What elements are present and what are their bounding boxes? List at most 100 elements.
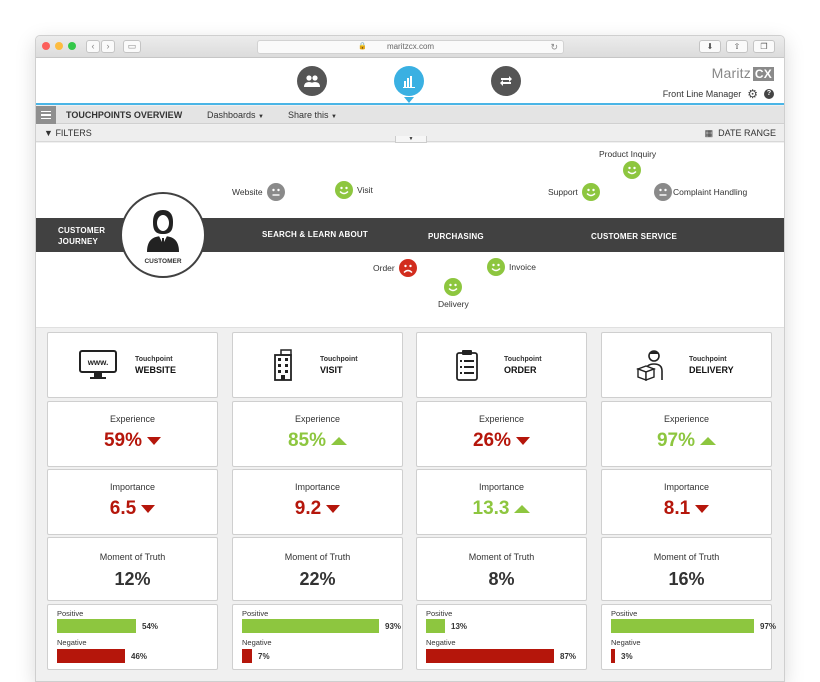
- brand-name: Maritz: [711, 65, 751, 81]
- positive-value: 97%: [760, 622, 777, 631]
- experience-value-row: 59%: [48, 430, 217, 452]
- touchpoint-header-card[interactable]: Touchpoint DELIVERY: [601, 332, 772, 398]
- forward-button[interactable]: ›: [101, 40, 115, 53]
- reload-icon[interactable]: ↻: [550, 42, 558, 52]
- touchpoint-caption: Touchpoint: [135, 356, 173, 363]
- user-area: Front Line Manager ⚙ ?: [663, 87, 774, 101]
- experience-label: Experience: [663, 414, 710, 424]
- bar-chart-icon[interactable]: [394, 66, 424, 103]
- user-role[interactable]: Front Line Manager: [662, 89, 742, 99]
- share-dropdown[interactable]: Share this ▼: [288, 110, 337, 120]
- positive-label: Positive: [426, 609, 453, 618]
- happy-face-icon: [623, 161, 642, 179]
- touchpoint-label: Complaint Handling: [673, 187, 748, 197]
- sentiment-card: Positive 13% Negative 87%: [416, 604, 587, 670]
- touchpoint-header-card[interactable]: www. Touchpoint WEBSITE: [47, 332, 218, 398]
- journey-title-line-1: CUSTOMER: [58, 226, 106, 235]
- collapse-handle[interactable]: ▼: [395, 136, 427, 143]
- negative-bar: [611, 649, 615, 663]
- date-range-label: DATE RANGE: [718, 128, 776, 138]
- window-controls: [42, 42, 76, 50]
- share-button[interactable]: ⇧: [726, 40, 748, 53]
- stage-customer-service[interactable]: CUSTOMER SERVICE: [591, 232, 678, 241]
- negative-bar: [426, 649, 554, 663]
- repeat-icon[interactable]: [491, 66, 521, 96]
- experience-label: Experience: [294, 414, 341, 424]
- experience-label: Experience: [478, 414, 525, 424]
- browser-toolbar: ‹ › ▭ 🔒 maritzcx.com ↻ ⬇ ⇧ ❐: [36, 36, 784, 58]
- touchpoint-header-card[interactable]: Touchpoint ORDER: [416, 332, 587, 398]
- people-icon[interactable]: [297, 66, 327, 96]
- dashboards-label: Dashboards: [207, 110, 256, 120]
- moment-of-truth-card: Moment of Truth 22%: [232, 537, 403, 601]
- touchpoint-website[interactable]: Website: [232, 183, 285, 201]
- touchpoint-visit[interactable]: Visit: [335, 181, 373, 199]
- moment-of-truth-card: Moment of Truth 12%: [47, 537, 218, 601]
- sentiment-card: Positive 97% Negative 3%: [601, 604, 776, 670]
- moment-label: Moment of Truth: [468, 552, 535, 562]
- touchpoint-invoice[interactable]: Invoice: [487, 258, 536, 276]
- address-bar[interactable]: 🔒 maritzcx.com ↻: [257, 40, 564, 54]
- date-range-button[interactable]: ▦ DATE RANGE: [705, 128, 776, 139]
- customer-avatar: CUSTOMER: [120, 192, 206, 278]
- filters-button[interactable]: ▼ FILTERS: [44, 128, 92, 138]
- happy-face-icon: [444, 278, 463, 296]
- happy-face-icon: [581, 183, 600, 201]
- touchpoint-title: Touchpoint WEBSITE: [135, 356, 176, 375]
- negative-label: Negative: [611, 638, 641, 647]
- touchpoint-caption: Touchpoint: [320, 356, 358, 363]
- touchpoint-order[interactable]: Order: [373, 259, 417, 277]
- back-button[interactable]: ‹: [86, 40, 100, 53]
- dashboards-dropdown[interactable]: Dashboards ▼: [207, 110, 264, 120]
- experience-label: Experience: [109, 414, 156, 424]
- gear-icon[interactable]: ⚙: [747, 87, 758, 101]
- touchpoint-header-card[interactable]: Touchpoint VISIT: [232, 332, 403, 398]
- experience-card: Experience 97%: [601, 401, 772, 467]
- app-header: Maritz CX Front Line Manager ⚙ ?: [36, 58, 784, 105]
- trend-up-icon: [514, 505, 531, 513]
- importance-label: Importance: [294, 482, 341, 492]
- customer-journey-map: CUSTOMER JOURNEY SEARCH & LEARN ABOUT PU…: [36, 143, 784, 328]
- touchpoint-label: Website: [232, 187, 263, 197]
- menu-icon[interactable]: [36, 106, 56, 124]
- touchpoint-label: Order: [373, 263, 395, 273]
- importance-value: 8.1: [663, 498, 691, 519]
- happy-face-icon: [335, 181, 353, 199]
- positive-label: Positive: [611, 609, 638, 618]
- importance-value: 9.2: [294, 498, 322, 519]
- moment-value: 22%: [299, 569, 336, 589]
- journey-title-line-2: JOURNEY: [58, 237, 99, 246]
- minimize-window-button[interactable]: [55, 42, 63, 50]
- caret-down-icon: ▼: [258, 114, 264, 120]
- stage-purchasing[interactable]: PURCHASING: [428, 232, 484, 241]
- experience-value-row: 97%: [602, 430, 771, 452]
- touchpoint-delivery[interactable]: Delivery: [438, 278, 469, 309]
- download-button[interactable]: ⬇: [699, 40, 721, 53]
- importance-value-row: 8.1: [602, 498, 771, 520]
- touchpoint-support[interactable]: Support: [548, 183, 600, 201]
- negative-value: 46%: [131, 652, 148, 661]
- experience-value-row: 26%: [417, 430, 586, 452]
- calendar-icon: ▦: [704, 128, 714, 138]
- close-window-button[interactable]: [42, 42, 50, 50]
- touchpoint-product-inquiry[interactable]: Product Inquiry: [599, 149, 656, 179]
- help-icon[interactable]: ?: [764, 89, 774, 99]
- touchpoint-caption: Touchpoint: [689, 356, 727, 363]
- zoom-window-button[interactable]: [68, 42, 76, 50]
- touchpoint-title: Touchpoint VISIT: [320, 356, 358, 375]
- negative-label: Negative: [426, 638, 456, 647]
- sidebar-toggle-button[interactable]: ▭: [123, 40, 141, 53]
- tabs-button[interactable]: ❐: [753, 40, 775, 53]
- neutral-face-icon: [654, 183, 672, 201]
- stage-search[interactable]: SEARCH & LEARN ABOUT: [262, 230, 368, 239]
- moment-label: Moment of Truth: [653, 552, 720, 562]
- filter-icon: ▼: [44, 128, 53, 138]
- importance-value: 13.3: [472, 498, 510, 519]
- share-label: Share this: [288, 110, 329, 120]
- touchpoint-label: Invoice: [509, 262, 536, 272]
- negative-value: 87%: [560, 652, 577, 661]
- positive-label: Positive: [242, 609, 269, 618]
- touchpoint-complaint-handling[interactable]: Complaint Handling: [654, 183, 747, 201]
- importance-value-row: 6.5: [48, 498, 217, 520]
- moment-value: 8%: [488, 569, 515, 589]
